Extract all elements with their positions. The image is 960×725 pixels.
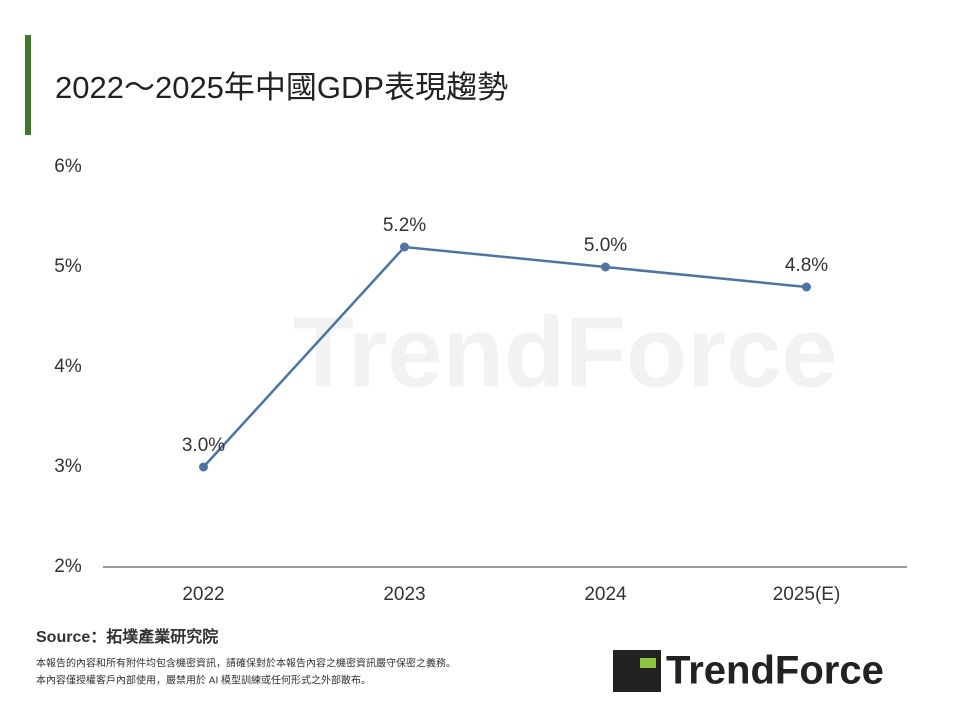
y-tick-label: 3%: [54, 456, 82, 477]
line: [202, 245, 807, 468]
disclaimer: 本報告的內容和所有附件均包含機密資訊，請確保對於本報告內容之機密資訊嚴守保密之義…: [36, 657, 456, 670]
source: Source：拓墣產業研究院: [36, 627, 218, 646]
x-tick-label: 2023: [383, 584, 425, 605]
logo-text: TrendForce: [666, 649, 884, 693]
logo-icon: [613, 650, 661, 692]
logo: TrendForce: [613, 649, 884, 693]
title-accent: [25, 35, 31, 135]
disclaimer: 本內容僅授權客戶內部使用，嚴禁用於 AI 模型訓練或任何形式之外部散布。: [36, 674, 371, 687]
data-label: 4.8%: [785, 255, 828, 276]
watermark: TrendForce: [293, 296, 838, 408]
point: [400, 242, 409, 252]
data-label: 5.0%: [584, 235, 627, 256]
point: [601, 262, 610, 272]
point: [199, 462, 208, 472]
data-label: 3.0%: [182, 435, 225, 456]
y-tick-label: 2%: [54, 556, 82, 577]
x-tick-label: 2025(E): [773, 584, 841, 605]
chart-title: 2022～2025年中國GDP表現趨勢: [55, 70, 508, 105]
y-tick-label: 4%: [54, 356, 82, 377]
x-tick-label: 2024: [584, 584, 627, 605]
point: [802, 282, 811, 292]
y-tick-label: 5%: [54, 256, 82, 277]
data-label: 5.2%: [383, 215, 426, 236]
logo-icon: [640, 658, 656, 668]
x-tick-label: 2022: [182, 584, 224, 605]
y-tick-label: 6%: [54, 156, 82, 177]
